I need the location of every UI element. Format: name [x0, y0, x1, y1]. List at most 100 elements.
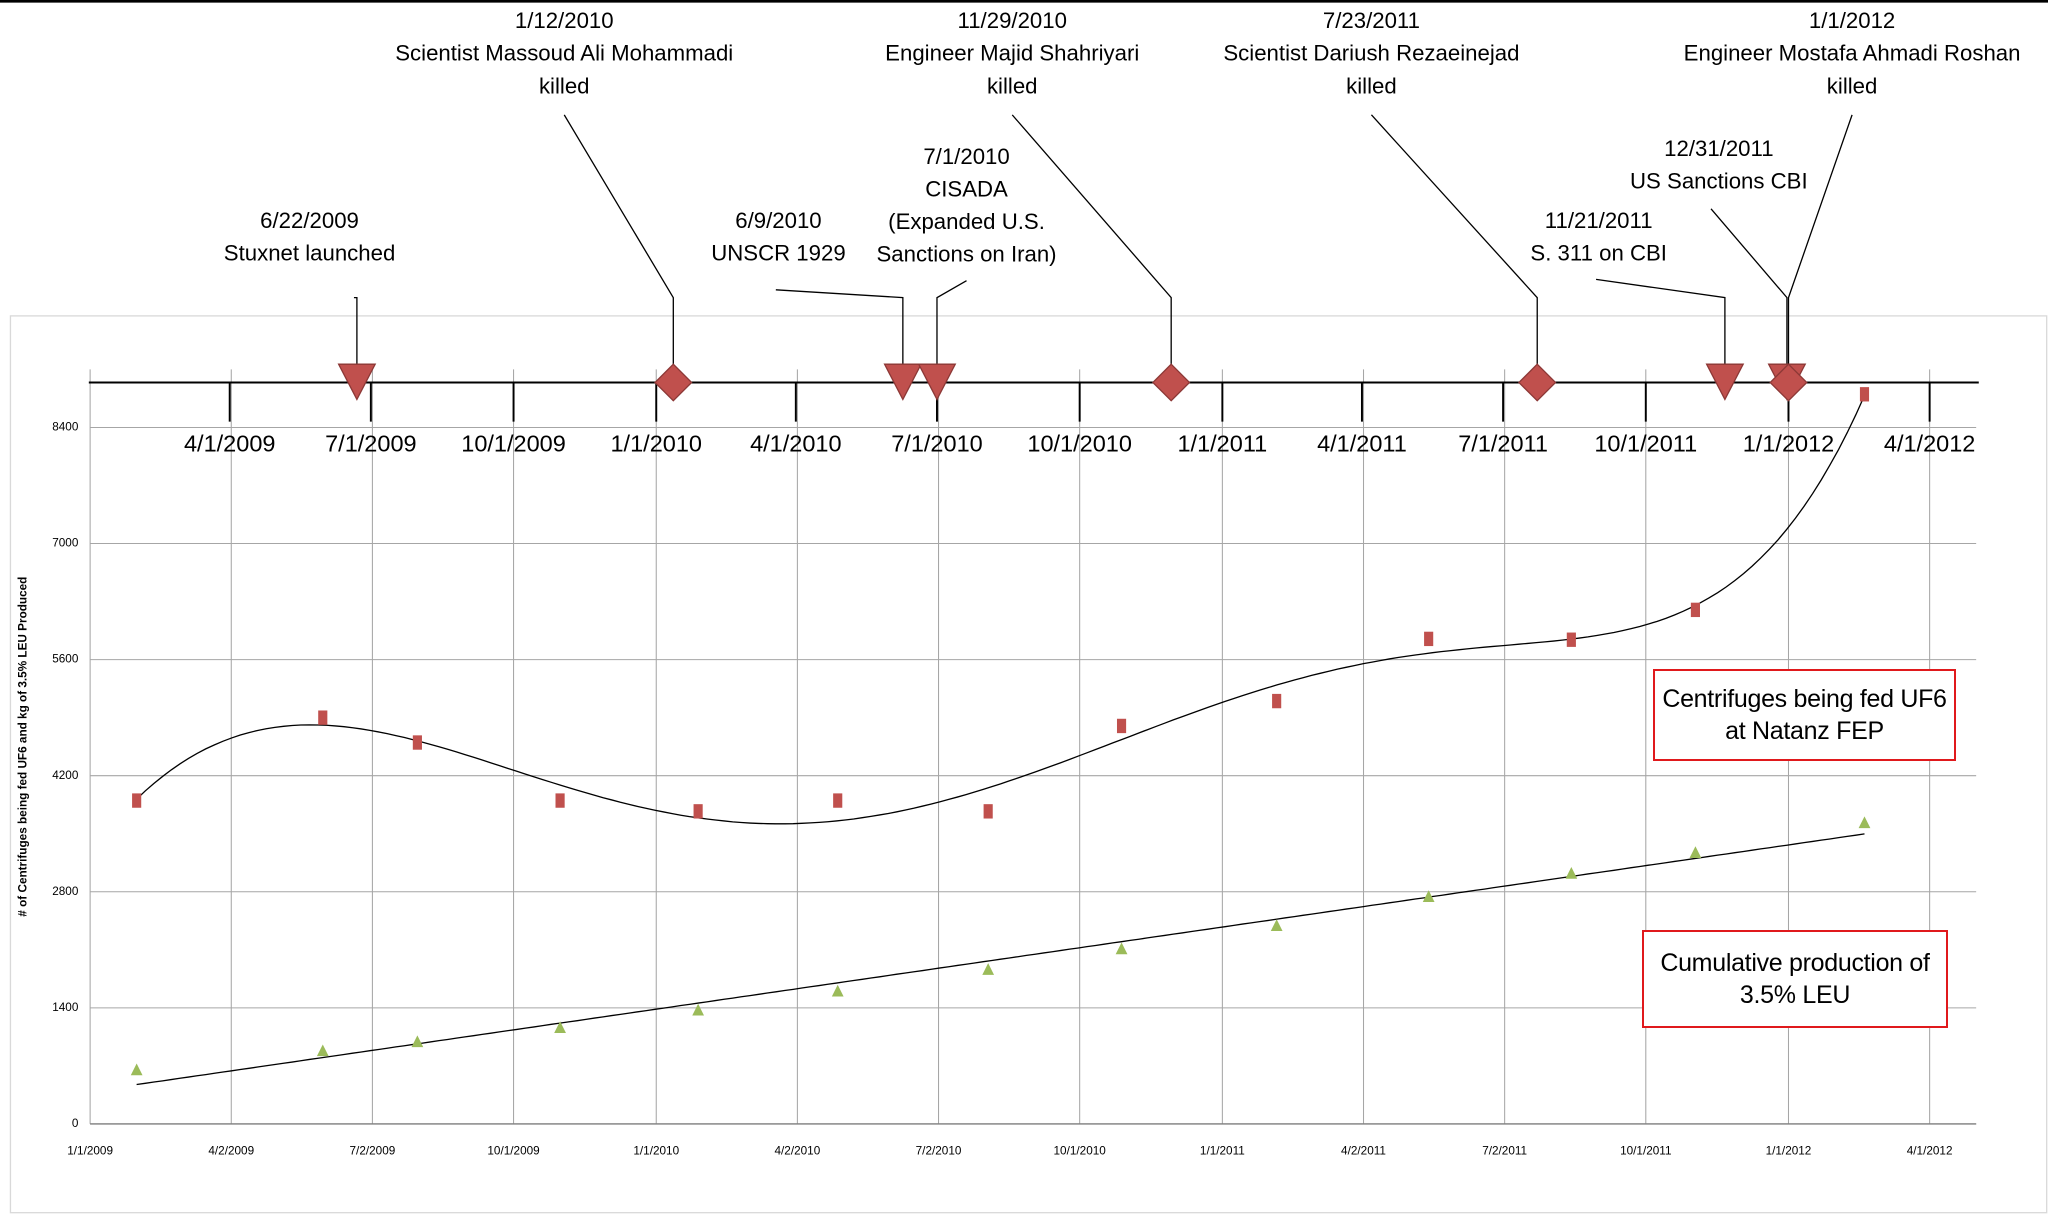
event-marker: [1518, 363, 1557, 402]
x-tick-label: 7/2/2011: [1482, 1144, 1527, 1157]
leader-line: [1710, 208, 1788, 366]
timeline-tick-label: 4/1/2010: [750, 430, 842, 456]
event-label: killed: [1827, 73, 1878, 98]
event-date: 7/1/2010: [923, 144, 1009, 169]
event-label: killed: [987, 73, 1038, 98]
point: [692, 1003, 704, 1016]
leader-line: [775, 289, 904, 366]
legend-entry: Centrifuges being fed UF6 at Natanz FEP: [1653, 669, 1956, 761]
point: [130, 1063, 143, 1076]
leader-line: [563, 114, 674, 366]
point: [833, 793, 843, 808]
event-date: 11/29/2010: [958, 8, 1067, 33]
point: [1270, 919, 1283, 931]
timeline-tick-label: 10/1/2010: [1027, 430, 1132, 456]
leader-line: [1370, 114, 1538, 366]
x-tick-label: 10/1/2010: [1054, 1144, 1107, 1157]
timeline-tick-label: 4/1/2011: [1317, 430, 1407, 456]
point: [693, 804, 703, 819]
x-tick-label: 10/1/2011: [1620, 1144, 1671, 1157]
event-date: 12/31/2011: [1664, 136, 1773, 161]
event-marker: [883, 363, 923, 401]
timeline-tick-label: 10/1/2009: [461, 430, 566, 456]
point: [982, 963, 995, 975]
x-tick-label: 1/1/2011: [1200, 1144, 1245, 1157]
chart-frame: [9, 315, 2048, 1214]
event-label: Scientist Dariush Rezaeinejad: [1223, 41, 1519, 66]
leader-line: [353, 296, 358, 366]
point: [1690, 602, 1700, 618]
point: [1565, 867, 1578, 879]
event-label: (Expanded U.S.: [888, 209, 1045, 234]
event-label: Engineer Mostafa Ahmadi Roshan: [1684, 41, 2021, 66]
x-tick-label: 7/2/2009: [350, 1144, 396, 1157]
event-label: Sanctions on Iran): [876, 242, 1056, 267]
timeline-tick-label: 7/1/2009: [325, 430, 417, 456]
x-tick-label: 1/1/2010: [633, 1144, 679, 1157]
x-tick-label: 4/2/2009: [208, 1144, 254, 1157]
y-tick-label: 7000: [52, 537, 79, 550]
point: [316, 1044, 329, 1057]
event-label: UNSCR 1929: [711, 240, 845, 265]
point: [1858, 816, 1871, 829]
x-tick-label: 1/1/2009: [67, 1144, 113, 1157]
leader-line: [936, 280, 967, 366]
event-label: US Sanctions CBI: [1630, 169, 1808, 194]
point: [1115, 942, 1128, 955]
event-label: Stuxnet launched: [224, 240, 396, 265]
x-tick-label: 4/2/2011: [1341, 1144, 1386, 1157]
timeline-tick-label: 1/1/2010: [610, 430, 702, 456]
point: [1424, 631, 1434, 647]
x-tick-label: 10/1/2009: [487, 1144, 539, 1157]
y-tick-label: 2800: [52, 885, 79, 898]
event-date: 6/9/2010: [735, 208, 821, 233]
point: [132, 793, 142, 808]
timeline-tick-label: 10/1/2011: [1594, 430, 1697, 456]
point: [1116, 718, 1127, 734]
event-date: 6/22/2009: [260, 208, 359, 233]
point: [1689, 846, 1702, 859]
leader-line: [1595, 278, 1726, 366]
point: [318, 710, 328, 725]
event-date: 1/1/2012: [1809, 8, 1895, 33]
legend-entry: Cumulative production of 3.5% LEU: [1642, 930, 1948, 1028]
y-tick-label: 1400: [52, 1001, 79, 1014]
y-axis-title: # of Centrifuges being fed UF6 and kg of…: [17, 577, 30, 917]
point: [1272, 693, 1282, 709]
timeline-tick-label: 7/1/2011: [1458, 430, 1548, 456]
point: [554, 1021, 566, 1033]
leader-line: [1011, 114, 1172, 366]
point: [412, 735, 422, 750]
event-date: 7/23/2011: [1323, 8, 1420, 33]
event-marker: [1769, 363, 1808, 402]
event-label: S. 311 on CBI: [1530, 240, 1667, 265]
x-tick-label: 7/2/2010: [916, 1144, 962, 1157]
y-tick-label: 4200: [52, 769, 79, 782]
event-label: CISADA: [925, 176, 1008, 201]
timeline-tick-label: 1/1/2011: [1177, 430, 1267, 456]
y-tick-label: 0: [72, 1117, 79, 1130]
event-label: killed: [1346, 73, 1397, 98]
trendline: [136, 833, 1865, 1086]
leader-line: [1787, 114, 1853, 366]
timeline-tick-label: 7/1/2010: [891, 430, 983, 456]
event-date: 1/12/2010: [515, 8, 614, 33]
point: [1859, 387, 1870, 402]
y-tick-label: 8400: [52, 421, 79, 434]
timeline-tick-label: 1/1/2012: [1743, 430, 1835, 456]
event-marker: [1705, 363, 1745, 401]
event-label: Engineer Majid Shahriyari: [885, 41, 1139, 66]
event-marker: [654, 363, 693, 402]
x-tick-label: 4/2/2010: [775, 1144, 821, 1157]
point: [1566, 632, 1576, 647]
point: [983, 804, 993, 819]
x-tick-label: 4/1/2012: [1907, 1144, 1953, 1157]
timeline-tick-label: 4/1/2009: [184, 430, 276, 456]
event-label: Scientist Massoud Ali Mohammadi: [395, 41, 733, 66]
event-marker: [917, 363, 957, 401]
trendline: [136, 395, 1866, 825]
timeline-tick-label: 4/1/2012: [1884, 430, 1976, 456]
event-label: killed: [539, 73, 590, 98]
